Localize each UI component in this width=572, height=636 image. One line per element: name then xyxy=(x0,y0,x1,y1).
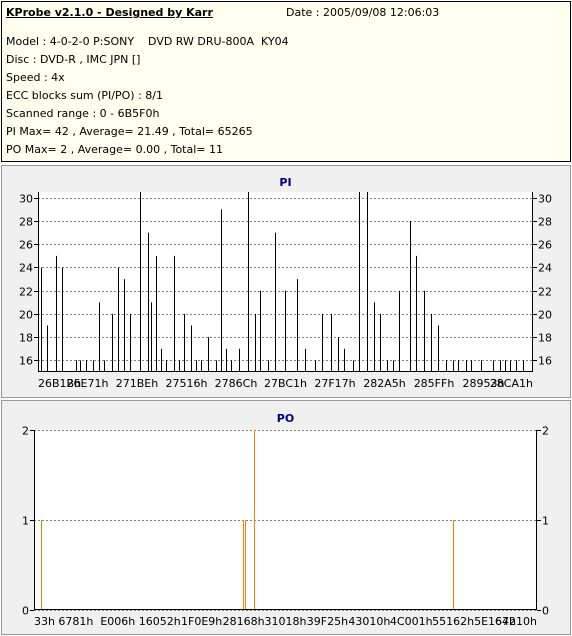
pi-xtick-label: 27516h xyxy=(166,377,208,390)
po-xtick-label: 31018h xyxy=(265,615,307,628)
po-xtick-label: 1F0E9h xyxy=(181,615,222,628)
pi-ytick-label-right: 20 xyxy=(538,309,552,322)
app-title: KProbe v2.1.0 - Designed by Karr xyxy=(6,6,213,19)
pi-xtick-label: 271BEh xyxy=(116,377,158,390)
po-xtick-label: 5E164h xyxy=(474,615,516,628)
po-ytick-label-left: 2 xyxy=(22,425,29,438)
po-stats-line: PO Max= 2 , Average= 0.00 , Total= 11 xyxy=(6,143,223,156)
po-xtick-label: 55162h xyxy=(432,615,474,628)
pi-ytick-label-left: 28 xyxy=(19,216,33,229)
po-ytick-label-right: 2 xyxy=(542,425,549,438)
pi-chart-panel: PI 16 16 18 18 20 20 22 22 24 24 26 26 28 28 30 30 26B1Bh… xyxy=(1,165,571,398)
pi-xtick-label: 26E71h xyxy=(67,377,109,390)
po-xtick-label: 4C001h xyxy=(390,615,433,628)
po-ytick-label-right: 1 xyxy=(542,515,549,528)
pi-xtick-label: 282A5h xyxy=(363,377,406,390)
pi-ytick-label-right: 24 xyxy=(538,262,552,275)
pi-xtick-label: 28953h xyxy=(463,377,505,390)
pi-ytick-label-left: 24 xyxy=(19,262,33,275)
info-panel: KProbe v2.1.0 - Designed by Karr Date : … xyxy=(1,1,571,162)
pi-ytick-label-left: 18 xyxy=(19,332,33,345)
po-xtick-label: 33h xyxy=(34,615,55,628)
pi-xtick-label: 2786Ch xyxy=(215,377,258,390)
pi-ytick-label-left: 20 xyxy=(19,309,33,322)
pi-ytick-label-left: 22 xyxy=(19,286,33,299)
pi-ytick-label-right: 30 xyxy=(538,193,552,206)
pi-xtick-label: 285FFh xyxy=(414,377,455,390)
pi-xtick-label: 27BC1h xyxy=(264,377,307,390)
po-plot-area xyxy=(34,430,537,610)
pi-ytick-label-right: 26 xyxy=(538,239,552,252)
pi-ytick-label-right: 16 xyxy=(538,355,552,368)
pi-stats-line: PI Max= 42 , Average= 21.49 , Total= 652… xyxy=(6,125,253,138)
po-chart-panel: PO 0 0 1 1 2 2 33h 6781h E006h 16052h 1F0E9h 28168h 3… xyxy=(1,400,571,635)
scanned-range-line: Scanned range : 0 - 6B5F0h xyxy=(6,107,160,120)
pi-ytick-label-left: 26 xyxy=(19,239,33,252)
po-xtick-label: 6781h xyxy=(58,615,93,628)
po-ytick-label-right: 0 xyxy=(542,605,549,618)
pi-ytick-label-left: 16 xyxy=(19,355,33,368)
pi-xtick-label: 26B1Bh xyxy=(38,377,81,390)
po-xtick-label: 16052h xyxy=(139,615,181,628)
pi-chart-title: PI xyxy=(279,176,291,189)
pi-ytick-label-left: 30 xyxy=(19,193,33,206)
pi-ytick-label-right: 28 xyxy=(538,216,552,229)
scan-date: Date : 2005/09/08 12:06:03 xyxy=(286,6,440,19)
po-ytick-label-left: 1 xyxy=(22,515,29,528)
speed-line: Speed : 4x xyxy=(6,71,65,84)
pi-xtick-label: 28CA1h xyxy=(490,377,533,390)
pi-xtick-label: 27F17h xyxy=(314,377,355,390)
model-line: Model : 4-0-2-0 P:SONY DVD RW DRU-800A K… xyxy=(6,35,289,48)
po-xtick-label: 39F25h xyxy=(307,615,348,628)
po-xtick-label: 67210h xyxy=(495,615,537,628)
po-xtick-label: 28168h xyxy=(223,615,265,628)
ecc-line: ECC blocks sum (PI/PO) : 8/1 xyxy=(6,89,163,102)
pi-ytick-label-right: 18 xyxy=(538,332,552,345)
pi-chart: PI 16 16 18 18 20 20 22 22 24 24 26 26 28 28 30 30 26B1Bh… xyxy=(19,176,552,390)
po-xtick-label: 43010h xyxy=(348,615,390,628)
po-ytick-label-left: 0 xyxy=(22,605,29,618)
pi-ytick-label-right: 22 xyxy=(538,286,552,299)
disc-line: Disc : DVD-R , IMC JPN [] xyxy=(6,53,141,66)
po-xtick-label: E006h xyxy=(100,615,135,628)
po-chart-title: PO xyxy=(277,412,294,425)
